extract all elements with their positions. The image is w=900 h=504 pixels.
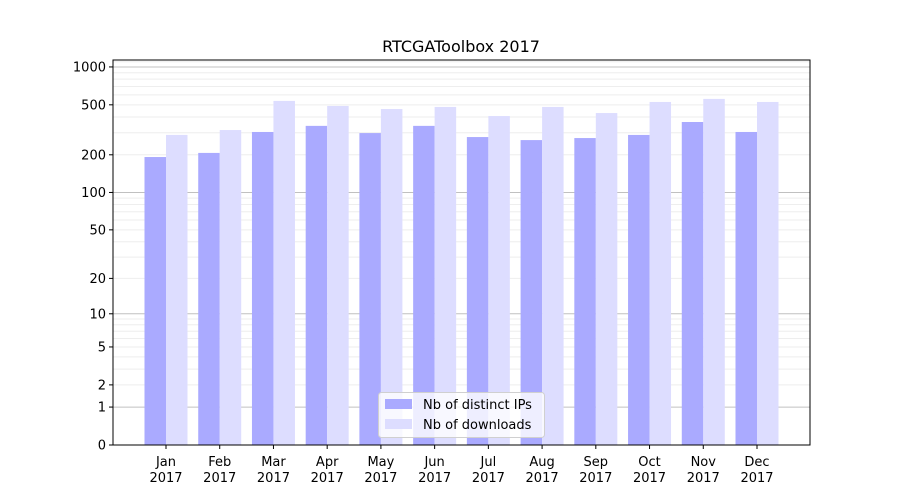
x-tick-label: 2017 [633,471,666,486]
bar-downloads [542,106,564,446]
x-tick-label: 2017 [418,471,451,486]
y-tick-label: 200 [81,148,106,163]
legend-swatch [385,419,412,429]
bar-ips [520,140,543,445]
x-tick-label: May [367,455,394,470]
bar-ips [628,134,650,445]
bar-ips [198,152,220,446]
x-tick-label: Dec [744,455,769,470]
x-tick-label: Apr [316,455,339,470]
x-tick-label: Jan [155,455,176,470]
x-tick-label: Nov [691,455,717,470]
bar-ips [144,157,166,445]
x-tick-label: 2017 [149,471,182,486]
bar-ips [735,131,757,446]
y-tick-label: 1000 [73,60,106,75]
plot-frame [112,59,811,446]
y-tick-label: 100 [81,186,106,201]
bar-downloads [703,98,725,446]
bar-ips [251,131,274,446]
legend-box [378,392,545,438]
bar-ips [574,138,596,445]
x-tick-label: 2017 [579,471,612,486]
x-tick-label: Aug [529,455,554,470]
y-tick-label: 1 [98,401,106,416]
x-tick-label: 2017 [687,471,720,486]
x-tick-label: 2017 [364,471,397,486]
bar-ips [413,125,435,445]
bar-downloads [327,105,349,445]
x-tick-label: Sep [584,455,609,470]
bar-ips [305,125,328,445]
y-tick-label: 50 [89,223,106,238]
x-tick-label: 2017 [740,471,773,486]
bar-downloads [595,113,618,446]
bar-downloads [219,130,242,445]
x-tick-label: Mar [261,455,286,470]
legend: Nb of distinct IPs Nb of downloads [378,392,545,438]
x-tick-label: 2017 [203,471,236,486]
y-tick-label: 500 [81,98,106,113]
x-tick-label: Jul [480,455,497,470]
bar-downloads [166,134,188,445]
y-tick-label: 5 [98,340,106,355]
y-tick-label: 10 [89,307,106,322]
bar-downloads [649,101,672,446]
y-tick-label: 2 [98,378,106,393]
bar-downloads [273,100,295,445]
bar-ips [359,133,381,445]
bar-downloads [380,109,403,445]
legend-label: Nb of distinct IPs [423,398,532,413]
chart-title: RTCGAToolbox 2017 [382,37,540,56]
x-tick-label: Oct [638,455,660,470]
y-tick-label: 20 [89,272,106,287]
x-tick-label: Jun [423,455,444,470]
bar-ips [681,122,704,446]
bar-downloads [488,116,510,445]
x-tick-label: 2017 [257,471,290,486]
legend-label: Nb of downloads [423,418,532,433]
legend-swatch [385,399,412,409]
bar-downloads [757,101,779,446]
y-tick-label: 0 [98,439,106,454]
bar-ips [466,137,489,445]
x-tick-label: 2017 [526,471,559,486]
x-tick-label: 2017 [311,471,344,486]
bar-downloads [434,106,457,446]
x-tick-label: Feb [208,455,231,470]
x-tick-label: 2017 [472,471,505,486]
